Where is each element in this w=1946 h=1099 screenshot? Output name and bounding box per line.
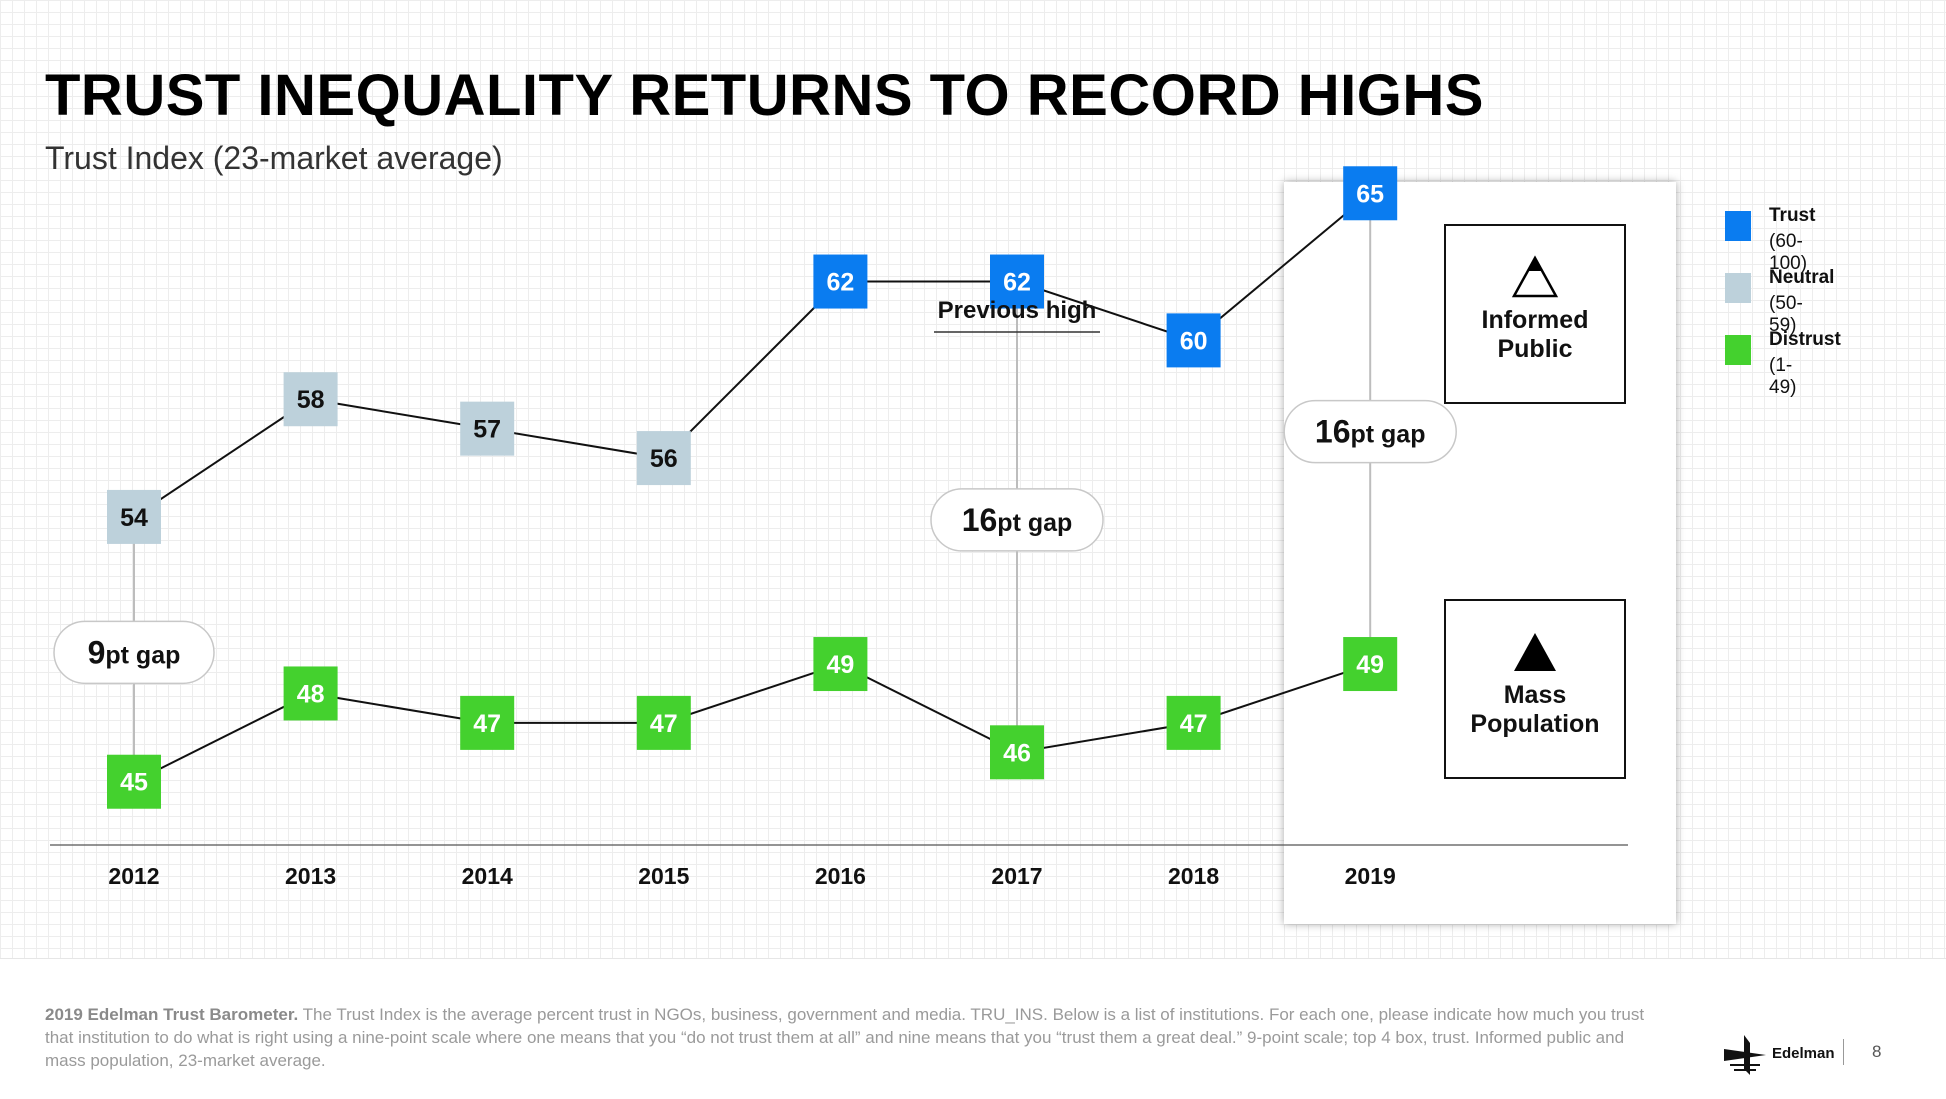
data-point-mass-2019 [1343, 637, 1398, 692]
page-number: 8 [1872, 1042, 1882, 1061]
legend-name-neutral: Neutral [1769, 267, 1835, 288]
data-point-informed-2013 [283, 372, 338, 427]
data-point-mass-2013 [283, 666, 338, 721]
data-point-mass-2012 [107, 754, 161, 809]
data-point-mass-2017 [990, 725, 1044, 780]
data-label-mass-2017: 46 [1003, 739, 1031, 767]
data-label-mass-2018: 47 [1180, 710, 1208, 738]
legend-swatch-neutral [1725, 273, 1751, 303]
x-tick-label-2017: 2017 [991, 863, 1042, 889]
outline-triangle-icon [1511, 255, 1559, 298]
data-label-mass-2013: 48 [297, 680, 325, 708]
legend-swatch-distrust [1725, 335, 1751, 365]
footnote-text: The Trust Index is the average percent t… [45, 1005, 1645, 1070]
data-point-informed-2018 [1166, 313, 1221, 368]
data-point-informed-2017 [990, 254, 1044, 309]
data-label-mass-2019: 49 [1356, 651, 1384, 679]
data-label-informed-2017: 62 [1003, 269, 1031, 297]
gap-label-2012: 9pt gap [88, 634, 181, 670]
brand-divider [1843, 1039, 1844, 1065]
data-label-informed-2014: 57 [473, 416, 501, 444]
data-point-informed-2012 [107, 489, 161, 544]
data-point-informed-2019 [1343, 166, 1398, 221]
data-label-informed-2013: 58 [297, 386, 325, 414]
data-point-mass-2015 [636, 695, 691, 750]
gap-pill-2012 [53, 620, 215, 685]
data-point-mass-2018 [1166, 695, 1221, 750]
data-point-mass-2016 [813, 637, 868, 692]
gap-number-2012: 9 [88, 634, 106, 670]
x-tick-label-2013: 2013 [285, 863, 336, 889]
brand-name: Edelman [1772, 1045, 1835, 1062]
data-label-mass-2015: 47 [650, 710, 678, 738]
x-tick-label-2015: 2015 [638, 863, 689, 889]
gap-pill-2019 [1283, 399, 1457, 464]
legend-swatch-trust [1725, 211, 1751, 241]
data-point-informed-2014 [460, 401, 515, 456]
previous-high-annotation: Previous high [938, 297, 1097, 324]
gap-unit-2019: pt gap [1350, 421, 1425, 449]
filled-triangle-icon [1514, 633, 1556, 671]
informed-public-box: Informed Public [1444, 224, 1626, 404]
informed-public-label: Informed Public [1481, 306, 1589, 363]
x-tick-label-2012: 2012 [108, 863, 159, 889]
data-label-informed-2015: 56 [650, 445, 678, 473]
x-tick-label-2016: 2016 [815, 863, 866, 889]
trust-index-chart: 2012 2013 2014 2015 2016 2017 2018 2019 54 58 57 56… [50, 166, 1628, 889]
data-label-mass-2014: 47 [473, 710, 501, 738]
footnote: 2019 Edelman Trust Barometer. The Trust … [45, 1003, 1665, 1072]
data-label-informed-2018: 60 [1180, 327, 1208, 355]
legend-name-trust: Trust [1769, 205, 1816, 226]
x-tick-label-2014: 2014 [462, 863, 513, 889]
gap-label-2019: 16pt gap [1315, 414, 1426, 450]
data-label-informed-2019: 65 [1356, 180, 1384, 208]
footer: 2019 Edelman Trust Barometer. The Trust … [0, 958, 1946, 1099]
footnote-source: 2019 Edelman Trust Barometer. [45, 1005, 299, 1024]
legend-name-distrust: Distrust [1769, 329, 1841, 350]
x-tick-label-2019: 2019 [1345, 863, 1396, 889]
x-tick-label-2018: 2018 [1168, 863, 1219, 889]
gap-unit-2012: pt gap [105, 641, 180, 669]
chart-subtitle: Trust Index (23-market average) [45, 140, 503, 176]
legend-range-trust: (60-100) [1769, 231, 1808, 274]
series-line-mass-population [133, 662, 1371, 783]
data-label-mass-2016: 49 [826, 651, 854, 679]
mass-population-box: Mass Population [1444, 599, 1626, 779]
edelman-logo-icon [1724, 1035, 1766, 1075]
gap-pill-2017 [930, 488, 1104, 552]
data-label-informed-2012: 54 [120, 504, 148, 532]
page-title: TRUST INEQUALITY RETURNS TO RECORD HIGHS [45, 63, 1484, 128]
data-point-informed-2015 [636, 431, 691, 486]
data-point-mass-2014 [460, 695, 515, 750]
gap-number-2017: 16 [962, 502, 998, 538]
legend-range-neutral: (50-59) [1769, 293, 1803, 336]
data-label-informed-2016: 62 [826, 269, 854, 297]
gap-unit-2017: pt gap [997, 509, 1072, 537]
data-label-mass-2012: 45 [120, 769, 148, 797]
data-point-informed-2016 [813, 254, 868, 309]
gap-number-2019: 16 [1315, 414, 1351, 450]
mass-population-label: Mass Population [1470, 681, 1600, 738]
gap-label-2017: 16pt gap [962, 502, 1073, 538]
series-line-informed-public [133, 192, 1371, 518]
legend-range-distrust: (1-49) [1769, 355, 1797, 398]
